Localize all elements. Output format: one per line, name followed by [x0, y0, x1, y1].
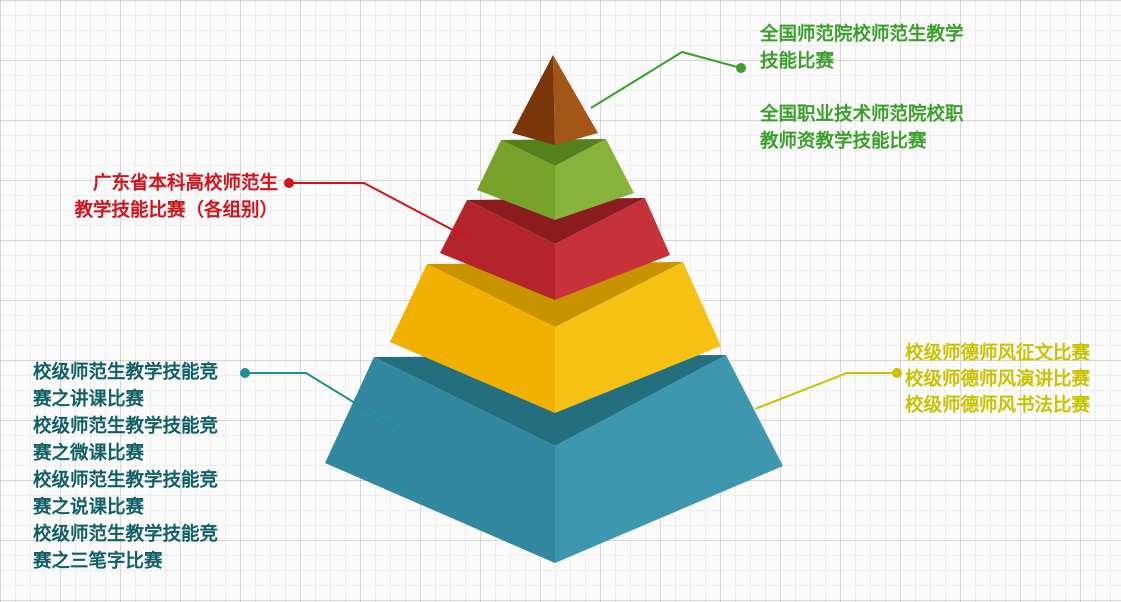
label-line: 校级师范生教学技能竞 — [33, 362, 219, 383]
label-line: 广东省本科高校师范生 — [92, 173, 278, 194]
label-line: 教师资教学技能比赛 — [760, 131, 927, 152]
label-line: 全国职业技术师范院校职 — [760, 104, 964, 125]
label-line: 赛之说课比赛 — [33, 497, 145, 518]
pyramid-tier-green — [477, 139, 634, 220]
connector-school-ethics — [754, 368, 902, 410]
label-line: 校级师范生教学技能竞 — [33, 524, 219, 545]
connector-provincial — [284, 178, 469, 239]
pyramid-tier-apex — [512, 55, 598, 145]
connector-national — [590, 50, 746, 109]
label-line: 教学技能比赛（各组别） — [74, 200, 278, 221]
label-line: 赛之三笔字比赛 — [33, 551, 163, 572]
label-national-vocational: 全国职业技术师范院校职 教师资教学技能比赛 — [760, 101, 964, 155]
label-line: 校级师范生教学技能竞 — [33, 470, 219, 491]
label-line: 赛之微课比赛 — [33, 443, 145, 464]
pyramid-tier-red — [440, 198, 670, 300]
label-line: 赛之讲课比赛 — [33, 389, 145, 410]
label-line: 校级师德师风演讲比赛 — [905, 369, 1091, 390]
label-line: 校级师范生教学技能竞 — [33, 416, 219, 437]
label-line: 全国师范院校师范生教学 — [760, 24, 964, 45]
connector-school-skills — [240, 368, 405, 434]
label-provincial: 广东省本科高校师范生 教学技能比赛（各组别） — [74, 170, 278, 224]
label-line: 校级师德师风书法比赛 — [905, 395, 1091, 416]
label-national-teacher-training: 全国师范院校师范生教学 技能比赛 — [760, 21, 964, 75]
label-school-ethics: 校级师德师风征文比赛 校级师德师风演讲比赛 校级师德师风书法比赛 — [905, 341, 1090, 419]
label-line: 技能比赛 — [760, 51, 835, 72]
label-school-skills: 校级师范生教学技能竞 赛之讲课比赛 校级师范生教学技能竞 赛之微课比赛 校级师范… — [33, 359, 218, 575]
label-line: 校级师德师风征文比赛 — [905, 343, 1091, 364]
